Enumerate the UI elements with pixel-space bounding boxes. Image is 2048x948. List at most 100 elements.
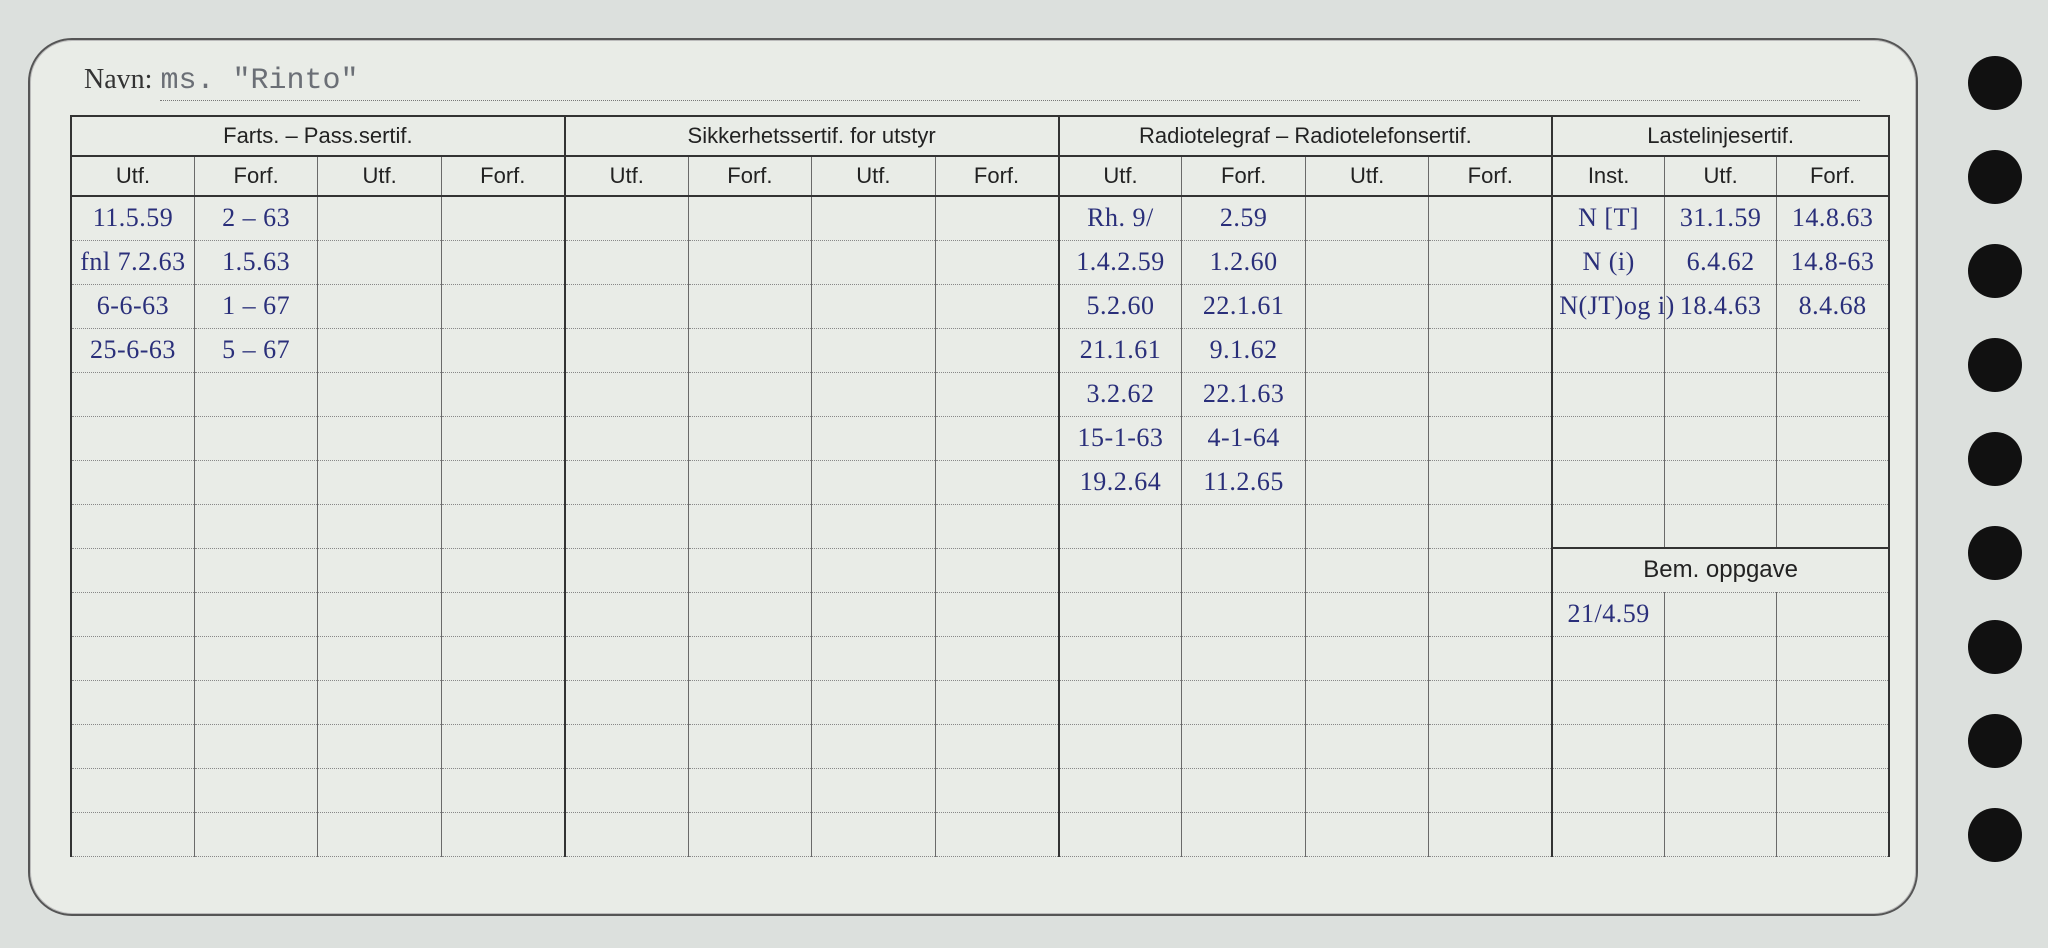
- cell: [688, 768, 811, 812]
- cell: [812, 812, 935, 856]
- cell: [441, 328, 564, 372]
- cell: [1305, 240, 1428, 284]
- cell: [935, 240, 1058, 284]
- handwritten-value: N [T]: [1578, 203, 1639, 232]
- cell: [1182, 548, 1305, 592]
- cell: [935, 284, 1058, 328]
- cell: 9.1.62: [1182, 328, 1305, 372]
- cell: [935, 680, 1058, 724]
- table-row: 11.5.592 – 63Rh. 9/2.59N [T]31.1.5914.8.…: [71, 196, 1889, 240]
- certificate-table: Farts. – Pass.sertif. Sikkerhetssertif. …: [70, 115, 1890, 857]
- cell: [71, 372, 194, 416]
- cell: [565, 460, 688, 504]
- cell: [812, 592, 935, 636]
- cell: [441, 636, 564, 680]
- cell: [1664, 328, 1776, 372]
- table-row: 15-1-634-1-64: [71, 416, 1889, 460]
- col-header: Utf.: [565, 156, 688, 196]
- handwritten-value: 2 – 63: [222, 203, 290, 232]
- cell: [1777, 504, 1889, 548]
- cell: [1182, 812, 1305, 856]
- table-row: [71, 724, 1889, 768]
- cell: [565, 284, 688, 328]
- cell: [688, 284, 811, 328]
- cell: [1305, 328, 1428, 372]
- cell: [812, 504, 935, 548]
- cell: [1305, 636, 1428, 680]
- handwritten-value: 1 – 67: [222, 291, 290, 320]
- cell: [812, 460, 935, 504]
- cell: [318, 812, 441, 856]
- table-row: [71, 812, 1889, 856]
- col-header: Inst.: [1552, 156, 1664, 196]
- cell: [688, 548, 811, 592]
- punch-hole-icon: [1968, 620, 2022, 674]
- handwritten-value: 11.2.65: [1203, 467, 1284, 496]
- cell: [1552, 372, 1664, 416]
- cell: [194, 372, 317, 416]
- cell: [1429, 504, 1552, 548]
- cell: [71, 812, 194, 856]
- cell: [812, 768, 935, 812]
- cell: [935, 460, 1058, 504]
- cell: [194, 724, 317, 768]
- handwritten-value: 25-6-63: [90, 335, 176, 364]
- col-header: Forf.: [194, 156, 317, 196]
- cell: [441, 680, 564, 724]
- col-header: Forf.: [688, 156, 811, 196]
- handwritten-value: 22.1.63: [1203, 379, 1285, 408]
- cell: [565, 768, 688, 812]
- handwritten-value: 6.4.62: [1687, 247, 1755, 276]
- cell: [318, 592, 441, 636]
- cell: [194, 460, 317, 504]
- col-header: Utf.: [1305, 156, 1428, 196]
- cell: [1305, 680, 1428, 724]
- cell: 1.4.2.59: [1059, 240, 1182, 284]
- col-header: Forf.: [1429, 156, 1552, 196]
- cell: [812, 724, 935, 768]
- cell: [688, 460, 811, 504]
- cell: [565, 724, 688, 768]
- cell: [812, 240, 935, 284]
- cell: [1429, 240, 1552, 284]
- group-sikker: Sikkerhetssertif. for utstyr: [565, 116, 1059, 156]
- punch-holes: [1968, 56, 2022, 862]
- punch-hole-icon: [1968, 56, 2022, 110]
- cell: [71, 724, 194, 768]
- col-header: Utf.: [812, 156, 935, 196]
- table-row: [71, 504, 1889, 548]
- cell: [565, 592, 688, 636]
- cell: [318, 548, 441, 592]
- col-header: Utf.: [1059, 156, 1182, 196]
- cell: [688, 196, 811, 240]
- cell: [1429, 416, 1552, 460]
- cell: 6.4.62: [1664, 240, 1776, 284]
- cell: [1059, 548, 1182, 592]
- cell: [318, 768, 441, 812]
- handwritten-value: 1.2.60: [1210, 247, 1278, 276]
- group-radio: Radiotelegraf – Radiotelefonsertif.: [1059, 116, 1553, 156]
- cell: 31.1.59: [1664, 196, 1776, 240]
- cell: [1305, 548, 1428, 592]
- cell: [194, 636, 317, 680]
- cell: [1305, 416, 1428, 460]
- cell: [565, 812, 688, 856]
- cell: 5.2.60: [1059, 284, 1182, 328]
- cell: [688, 812, 811, 856]
- col-header: Forf.: [1182, 156, 1305, 196]
- cell: [1664, 724, 1776, 768]
- cell: [1552, 768, 1664, 812]
- cell: [1182, 636, 1305, 680]
- cell: [318, 724, 441, 768]
- cell: [688, 680, 811, 724]
- cell: [318, 636, 441, 680]
- cell: [1429, 680, 1552, 724]
- cell: [1664, 812, 1776, 856]
- cell: 25-6-63: [71, 328, 194, 372]
- cell: [812, 548, 935, 592]
- cell: 22.1.61: [1182, 284, 1305, 328]
- cell: [565, 680, 688, 724]
- cell: [1429, 548, 1552, 592]
- cell: 1.5.63: [194, 240, 317, 284]
- cell: [441, 812, 564, 856]
